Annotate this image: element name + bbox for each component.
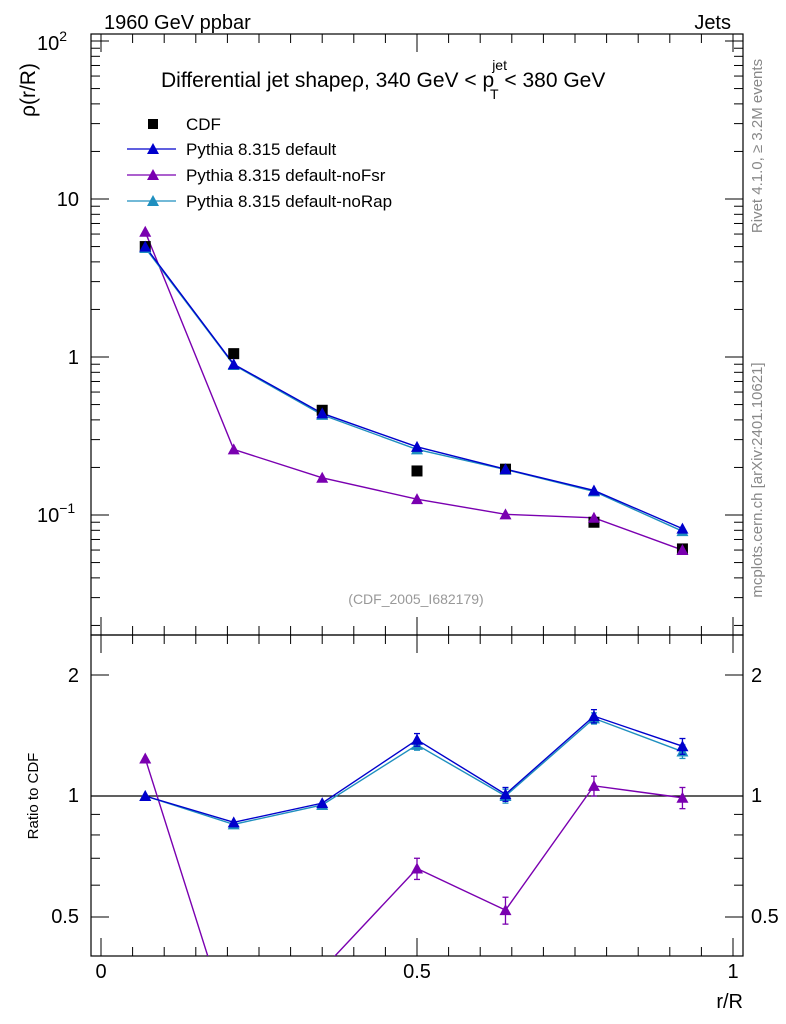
- ratio-series-marker: [499, 788, 512, 800]
- ratio-ytick-right-2: 2: [751, 665, 762, 687]
- legend: CDF Pythia 8.315 default Pythia 8.315 de…: [127, 115, 392, 211]
- legend-label-cdf: CDF: [186, 115, 221, 134]
- side-label-rivet: Rivet 4.1.0, ≥ 3.2M events: [749, 59, 766, 233]
- ytick-100-base: 10: [37, 33, 59, 55]
- legend-marker-cdf: [148, 119, 158, 129]
- main-series-marker: [499, 508, 512, 520]
- ratio-series-marker: [499, 904, 512, 916]
- ratio-series-line: [145, 715, 683, 824]
- ratio-ytick-right-0.5: 0.5: [751, 906, 779, 928]
- ratio-series-marker: [139, 752, 152, 764]
- main-series-marker: [316, 471, 329, 483]
- main-series-marker: [499, 463, 512, 475]
- cdf-data-point: [411, 465, 423, 477]
- main-series-marker: [411, 440, 423, 452]
- ratio-series-marker: [411, 733, 423, 745]
- legend-marker-norap: [147, 195, 159, 206]
- ratio-series-marker: [676, 791, 689, 803]
- main-series-marker: [411, 493, 423, 505]
- legend-marker-nofsr: [147, 169, 159, 180]
- main-series-group: [139, 225, 689, 556]
- main-series-marker: [676, 522, 689, 534]
- ratio-series-marker: [587, 779, 600, 791]
- main-series-line: [144, 247, 683, 532]
- title-sup: jet: [491, 57, 507, 73]
- ratio-ytick-right-1: 1: [751, 785, 762, 807]
- main-title: Differential jet shapeρ, 340 GeV < pjet T…: [161, 57, 605, 102]
- header-right: Jets: [694, 12, 731, 34]
- legend-marker-default: [147, 143, 159, 154]
- analysis-watermark: (CDF_2005_I682179): [348, 591, 483, 607]
- main-series-marker: [587, 484, 600, 496]
- title-suffix: < 380 GeV: [499, 69, 606, 92]
- ytick-label-0.1: 10−1: [37, 500, 75, 527]
- ratio-series-clipped: [139, 708, 689, 956]
- title-sub: T: [490, 86, 499, 102]
- side-label-mcplots: mcplots.cern.ch [arXiv:2401.10621]: [749, 362, 766, 597]
- cdf-data-point: [228, 348, 240, 360]
- ratio-series-group: [139, 708, 689, 956]
- xtick-label-0.5: 0.5: [403, 961, 431, 983]
- ratio-series-marker: [587, 710, 600, 722]
- ratio-series-marker: [316, 797, 329, 809]
- main-series-marker: [227, 443, 240, 455]
- ratio-series-marker: [139, 790, 152, 801]
- ratio-series-marker: [411, 862, 423, 874]
- legend-label-norap: Pythia 8.315 default-noRap: [186, 192, 392, 211]
- xlabel: r/R: [716, 991, 743, 1013]
- ratio-series-marker: [676, 740, 689, 752]
- main-ylabel: ρ(r/R): [17, 63, 40, 117]
- legend-label-default: Pythia 8.315 default: [186, 140, 337, 159]
- xtick-label-0: 0: [95, 961, 106, 983]
- main-series-marker: [676, 544, 689, 556]
- ratio-axis-ticks: [91, 635, 743, 956]
- ratio-series-marker: [227, 816, 240, 828]
- ytick-label-1: 1: [68, 347, 79, 369]
- main-series-marker: [139, 240, 152, 252]
- ratio-series-line: [144, 758, 683, 956]
- ytick-100-exp: 2: [59, 28, 67, 44]
- ratio-ytick-1: 1: [68, 785, 79, 807]
- ratio-series-line: [145, 717, 683, 826]
- main-axis-ticks: [91, 34, 743, 635]
- main-series-marker: [587, 511, 600, 523]
- xtick-label-1: 1: [727, 961, 738, 983]
- main-series-marker: [227, 358, 240, 370]
- main-series-marker: [316, 407, 329, 419]
- ytick-01-base: 10: [37, 505, 59, 527]
- ratio-ytick-0.5: 0.5: [51, 906, 79, 928]
- main-series-line: [144, 246, 683, 530]
- legend-label-nofsr: Pythia 8.315 default-noFsr: [186, 166, 386, 185]
- ytick-01-exp: −1: [59, 500, 75, 516]
- main-series-marker: [139, 225, 152, 237]
- title-prefix: Differential jet shapeρ, 340 GeV < p: [161, 69, 494, 92]
- ytick-label-100: 102: [37, 28, 67, 55]
- ytick-label-10: 10: [57, 189, 79, 211]
- ratio-ytick-2: 2: [68, 665, 79, 687]
- header-left: 1960 GeV ppbar: [104, 12, 251, 34]
- ratio-ylabel: Ratio to CDF: [25, 753, 42, 840]
